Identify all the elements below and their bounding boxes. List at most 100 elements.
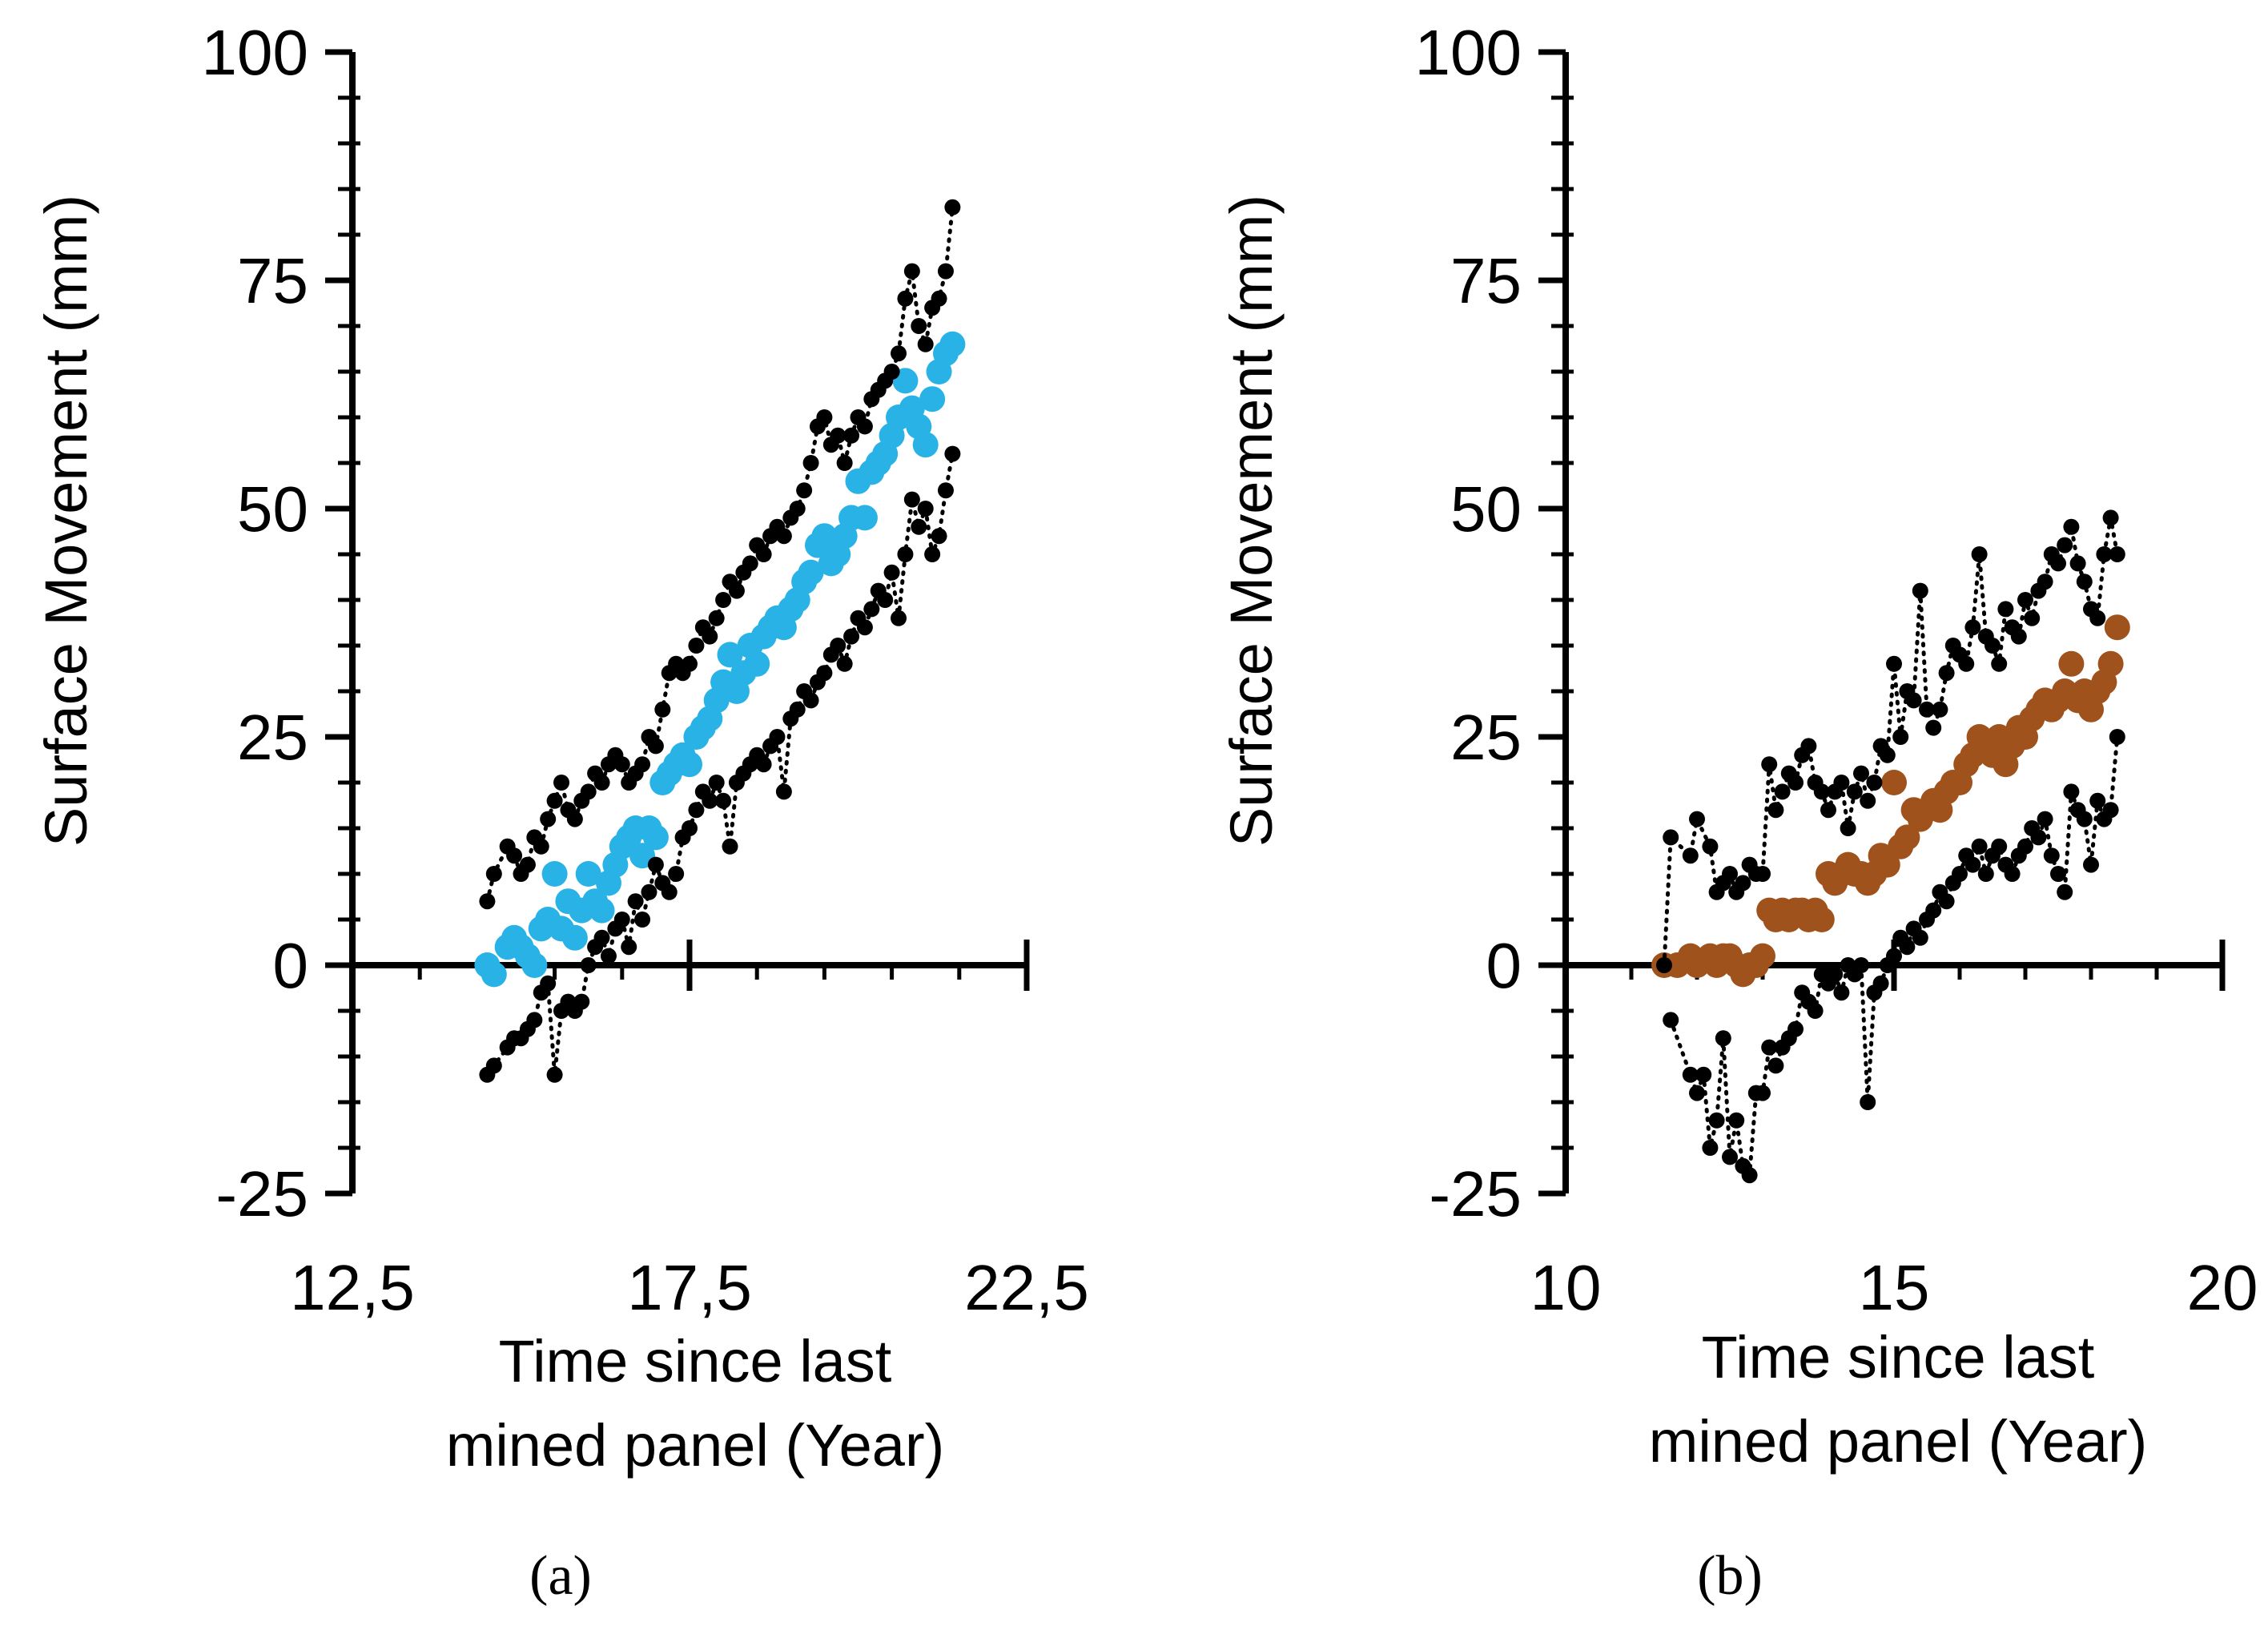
data-point-upper-bound: [2017, 592, 2033, 608]
series-lower-bound-b: [1663, 729, 2125, 1184]
data-point-lower-bound: [1663, 1012, 1679, 1028]
data-point-upper-bound: [1702, 838, 1719, 855]
data-point-upper-bound: [1761, 756, 1778, 773]
data-point-measured: [1750, 943, 1775, 969]
data-point-upper-bound: [613, 756, 630, 773]
data-point-upper-bound: [2050, 555, 2066, 572]
data-point-lower-bound: [769, 729, 786, 745]
data-point-lower-bound: [937, 482, 954, 499]
data-point-lower-bound: [1899, 939, 1916, 956]
data-point-upper-bound: [519, 856, 536, 873]
data-point-lower-bound: [702, 792, 718, 809]
x-tick-labels-b: 10 15 20: [1530, 1252, 2258, 1323]
data-point-upper-bound: [546, 792, 563, 809]
data-point-upper-bound: [1820, 802, 1836, 819]
data-point-upper-bound: [843, 427, 860, 444]
data-point-lower-bound: [1715, 1030, 1731, 1047]
data-point-upper-bound: [755, 546, 772, 562]
data-point-lower-bound: [1827, 966, 1844, 983]
data-point-lower-bound: [1689, 1085, 1705, 1101]
x-tick-label: 17,5: [627, 1252, 752, 1323]
data-point-lower-bound: [613, 912, 630, 928]
data-point-measured: [744, 650, 770, 677]
data-point-measured: [811, 523, 838, 549]
series-measured-b: [1651, 614, 2130, 988]
x-tick-label: 22,5: [964, 1252, 1089, 1323]
data-point-lower-bound: [2004, 866, 2021, 882]
data-point-measured: [939, 331, 966, 357]
data-point-upper-bound: [1886, 655, 1902, 672]
data-point-upper-bound: [1682, 847, 1699, 864]
data-point-upper-bound: [1971, 546, 1988, 562]
data-point-upper-bound: [1846, 783, 1863, 800]
data-point-upper-bound: [802, 455, 819, 471]
data-point-lower-bound: [1977, 866, 1994, 882]
data-point-upper-bound: [479, 893, 496, 910]
data-point-lower-bound: [1702, 1140, 1719, 1156]
data-point-lower-bound: [911, 518, 927, 535]
data-point-lower-bound: [1971, 838, 1988, 855]
data-point-lower-bound: [2076, 811, 2093, 827]
data-point-lower-bound: [661, 883, 678, 900]
data-point-upper-bound: [1722, 866, 1738, 882]
data-point-upper-bound: [566, 811, 583, 827]
data-point-upper-bound: [1663, 829, 1679, 846]
data-point-measured: [541, 861, 568, 887]
data-point-measured: [575, 861, 601, 887]
y-tick-label: 75: [1450, 245, 1522, 316]
data-point-lower-bound: [708, 775, 725, 791]
chart-panel-a: -25 0 25 50 75 100 12,5 17,5 22,5 Surface Movem…: [33, 17, 1089, 1607]
data-point-lower-bound: [1807, 1003, 1824, 1019]
data-point-measured: [1894, 824, 1920, 851]
y-tick-labels-a: -25 0 25 50 75 100: [202, 17, 308, 1230]
data-point-upper-bound: [931, 290, 947, 307]
data-point-lower-bound: [843, 628, 860, 645]
data-point-measured: [919, 386, 946, 413]
data-point-lower-bound: [931, 528, 947, 545]
data-point-upper-bound: [1800, 738, 1817, 755]
y-tick-label: 50: [1450, 473, 1522, 545]
data-point-lower-bound: [836, 655, 853, 672]
data-point-lower-bound: [641, 883, 657, 900]
data-point-lower-bound: [546, 1066, 563, 1083]
series-upper-bound-a: [479, 199, 961, 910]
data-point-lower-bound: [600, 948, 617, 964]
data-point-upper-bound: [1735, 875, 1751, 891]
y-tick-label: -25: [1429, 1158, 1522, 1230]
data-point-upper-bound: [1840, 820, 1856, 836]
data-point-upper-bound: [715, 592, 732, 608]
data-point-lower-bound: [1728, 1112, 1745, 1129]
data-point-upper-bound: [897, 290, 914, 307]
data-point-lower-bound: [668, 866, 685, 882]
data-point-upper-bound: [2063, 518, 2080, 535]
data-point-upper-bound: [1919, 701, 1935, 718]
data-point-lower-bound: [1853, 957, 1869, 973]
data-point-lower-bound: [682, 820, 698, 836]
data-point-measured: [1881, 770, 1907, 795]
data-point-upper-bound: [1853, 765, 1869, 782]
y-tick-label: 100: [202, 17, 308, 88]
data-point-lower-bound: [634, 912, 651, 928]
data-point-lower-bound: [1912, 929, 1928, 946]
data-point-lower-bound: [2083, 856, 2099, 873]
data-point-lower-bound: [715, 792, 732, 809]
x-tick-label: 10: [1530, 1252, 1602, 1323]
data-point-upper-bound: [1689, 811, 1705, 827]
data-point-measured: [521, 952, 548, 978]
data-point-lower-bound: [775, 783, 792, 800]
data-point-lower-bound: [1755, 1085, 1771, 1101]
data-point-upper-bound: [553, 775, 570, 791]
y-tick-label: -25: [215, 1158, 308, 1230]
data-point-upper-bound: [1787, 775, 1804, 791]
data-point-lower-bound: [789, 701, 806, 718]
data-point-upper-bound: [1932, 701, 1948, 718]
data-point-lower-bound: [580, 957, 597, 973]
data-point-upper-bound: [506, 847, 523, 864]
y-tick-label: 0: [1486, 930, 1522, 1001]
data-point-lower-bound: [573, 993, 590, 1010]
data-point-upper-bound: [593, 775, 610, 791]
y-tick-label: 25: [1450, 702, 1522, 773]
data-point-lower-bound: [2102, 802, 2119, 819]
x-tick-label: 12,5: [290, 1252, 415, 1323]
data-point-measured: [912, 432, 939, 458]
